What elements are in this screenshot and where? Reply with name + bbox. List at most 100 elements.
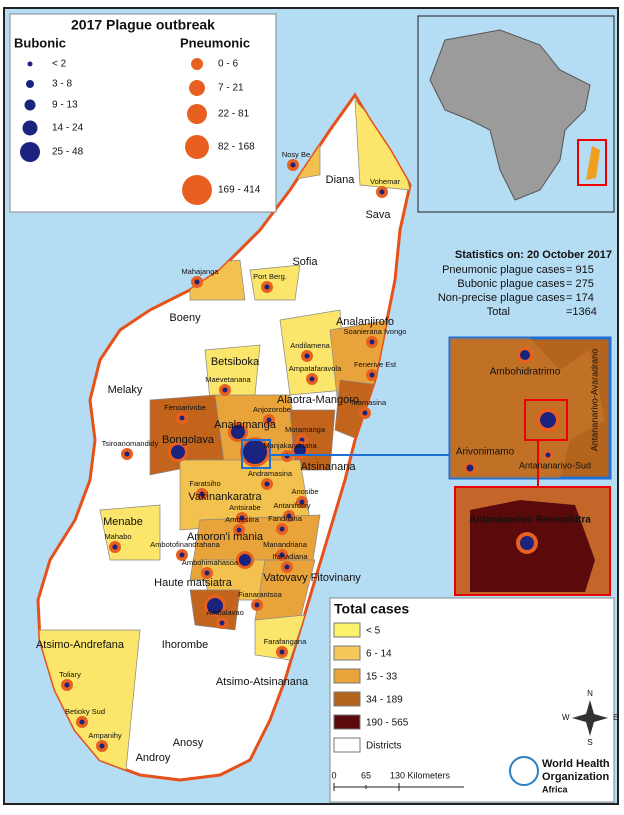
legend-label: < 5 xyxy=(366,626,381,637)
district-label: Faratsiho xyxy=(189,479,220,488)
marker-bubonic xyxy=(243,440,267,464)
legend-label: 9 - 13 xyxy=(52,100,78,111)
legend-symbol xyxy=(20,142,40,162)
legend-label: 34 - 189 xyxy=(366,695,403,706)
region-label: Vakinankaratra xyxy=(188,491,262,503)
compass-label: W xyxy=(562,713,570,722)
africa-inset xyxy=(417,15,615,213)
region-label: Sava xyxy=(365,209,391,221)
marker-bubonic xyxy=(219,620,225,626)
marker-bubonic xyxy=(239,554,251,566)
district-label: Antanifotsy xyxy=(273,501,310,510)
district-label: Ampatafaravola xyxy=(289,364,342,373)
region-label: Analamanga xyxy=(214,419,277,431)
scale-label: 0 xyxy=(331,770,336,780)
region-label: Bongolava xyxy=(162,434,215,446)
title: 2017 Plague outbreak xyxy=(71,17,215,33)
region-label: Boeny xyxy=(169,312,201,324)
legend-label: 190 - 565 xyxy=(366,718,409,729)
marker-bubonic xyxy=(171,445,185,459)
district-label: Fenoarivobe xyxy=(164,403,206,412)
district-label: Andramasina xyxy=(248,469,293,478)
legend-label: 0 - 6 xyxy=(218,59,238,70)
legend-label: < 2 xyxy=(52,59,67,70)
legend-label: Districts xyxy=(366,741,402,752)
district-label: Maevetanana xyxy=(205,375,251,384)
legend-symbol xyxy=(26,80,34,88)
legend-symbol xyxy=(22,120,38,136)
marker-bubonic xyxy=(284,564,290,570)
marker-bubonic xyxy=(124,451,130,457)
scale-label: 130 Kilometers xyxy=(390,770,451,780)
stats-value: =1364 xyxy=(566,306,597,318)
district-label: Soanierana Ivongo xyxy=(344,327,407,336)
marker-bubonic xyxy=(279,526,285,532)
district-label: Manjakandriana xyxy=(263,441,317,450)
marker-bubonic xyxy=(79,719,85,725)
stats-label: Total xyxy=(487,306,510,318)
legend-box xyxy=(9,13,277,213)
district-label: Andilamena xyxy=(290,341,330,350)
marker-bubonic xyxy=(266,417,272,423)
marker-bubonic xyxy=(362,410,368,416)
marker-bubonic xyxy=(290,162,296,168)
legend-title: Pneumonic xyxy=(180,35,250,50)
district-label: Ambalavao xyxy=(206,608,244,617)
island xyxy=(36,93,412,782)
legend-symbol xyxy=(185,135,209,159)
district-label: Toliary xyxy=(59,670,81,679)
scale-bar xyxy=(333,783,464,791)
region-label: Betsiboka xyxy=(211,356,260,368)
marker-bubonic xyxy=(379,189,385,195)
marker-bubonic xyxy=(239,515,245,521)
marker-bubonic xyxy=(99,743,105,749)
district-label: Manandriana xyxy=(263,540,308,549)
legend-label: 22 - 81 xyxy=(218,109,250,120)
legend-label: 25 - 48 xyxy=(52,147,84,158)
marker-bubonic xyxy=(279,552,285,558)
district-label: Tsiroanomandidy xyxy=(102,439,159,448)
inset-label: Arivonimamo xyxy=(456,447,515,458)
inset-label: Ambohidratrimo xyxy=(490,367,561,378)
region-label: Amoron'i mania xyxy=(187,531,264,543)
stats-label: Pneumonic plague cases xyxy=(442,264,565,276)
legend-symbol xyxy=(27,61,33,67)
region-label: Atsinanana xyxy=(300,461,356,473)
district-label: Vohemar xyxy=(370,177,401,186)
region-label: Haute matsiatra xyxy=(154,577,233,589)
marker-bubonic xyxy=(279,649,285,655)
legend-swatch xyxy=(333,622,361,638)
zoom-label: Antananarivo Renivohitra xyxy=(469,515,591,526)
compass-label: E xyxy=(613,713,618,722)
legend-symbol xyxy=(24,99,36,111)
compass-label: S xyxy=(587,738,592,747)
district-label: Ampanihy xyxy=(88,731,122,740)
marker-bubonic xyxy=(294,444,306,456)
legend-swatch xyxy=(333,691,361,707)
legend-symbol xyxy=(191,58,203,70)
marker-bubonic xyxy=(207,598,223,614)
district-label: Ifanadiana xyxy=(272,552,308,561)
legend-label: 6 - 14 xyxy=(366,649,392,660)
region-label: Atsimo-Andrefana xyxy=(36,639,125,651)
legend-title: Bubonic xyxy=(14,35,66,50)
legend-swatch xyxy=(333,714,361,730)
stats-value: = 915 xyxy=(566,264,594,276)
marker-bubonic xyxy=(236,527,242,533)
legend-label: 7 - 21 xyxy=(218,83,244,94)
stats-label: Bubonic plague cases xyxy=(457,278,565,290)
district-label: Port Berg. xyxy=(253,272,287,281)
region-label: Anosy xyxy=(173,737,204,749)
legend-symbol xyxy=(187,104,207,124)
district-label: Anjozorobe xyxy=(253,405,291,414)
district-label: Ambotofinandrahana xyxy=(150,540,220,549)
marker-bubonic xyxy=(369,339,375,345)
legend-label: 82 - 168 xyxy=(218,142,255,153)
region-label: Sofia xyxy=(292,256,318,268)
region-label: Vatovavy Fitovinany xyxy=(263,572,361,584)
legend-label: 14 - 24 xyxy=(52,123,84,134)
marker-bubonic xyxy=(64,682,70,688)
marker-bubonic xyxy=(179,415,185,421)
compass-label: N xyxy=(587,689,593,698)
region-label: Analanjirofo xyxy=(336,316,394,328)
